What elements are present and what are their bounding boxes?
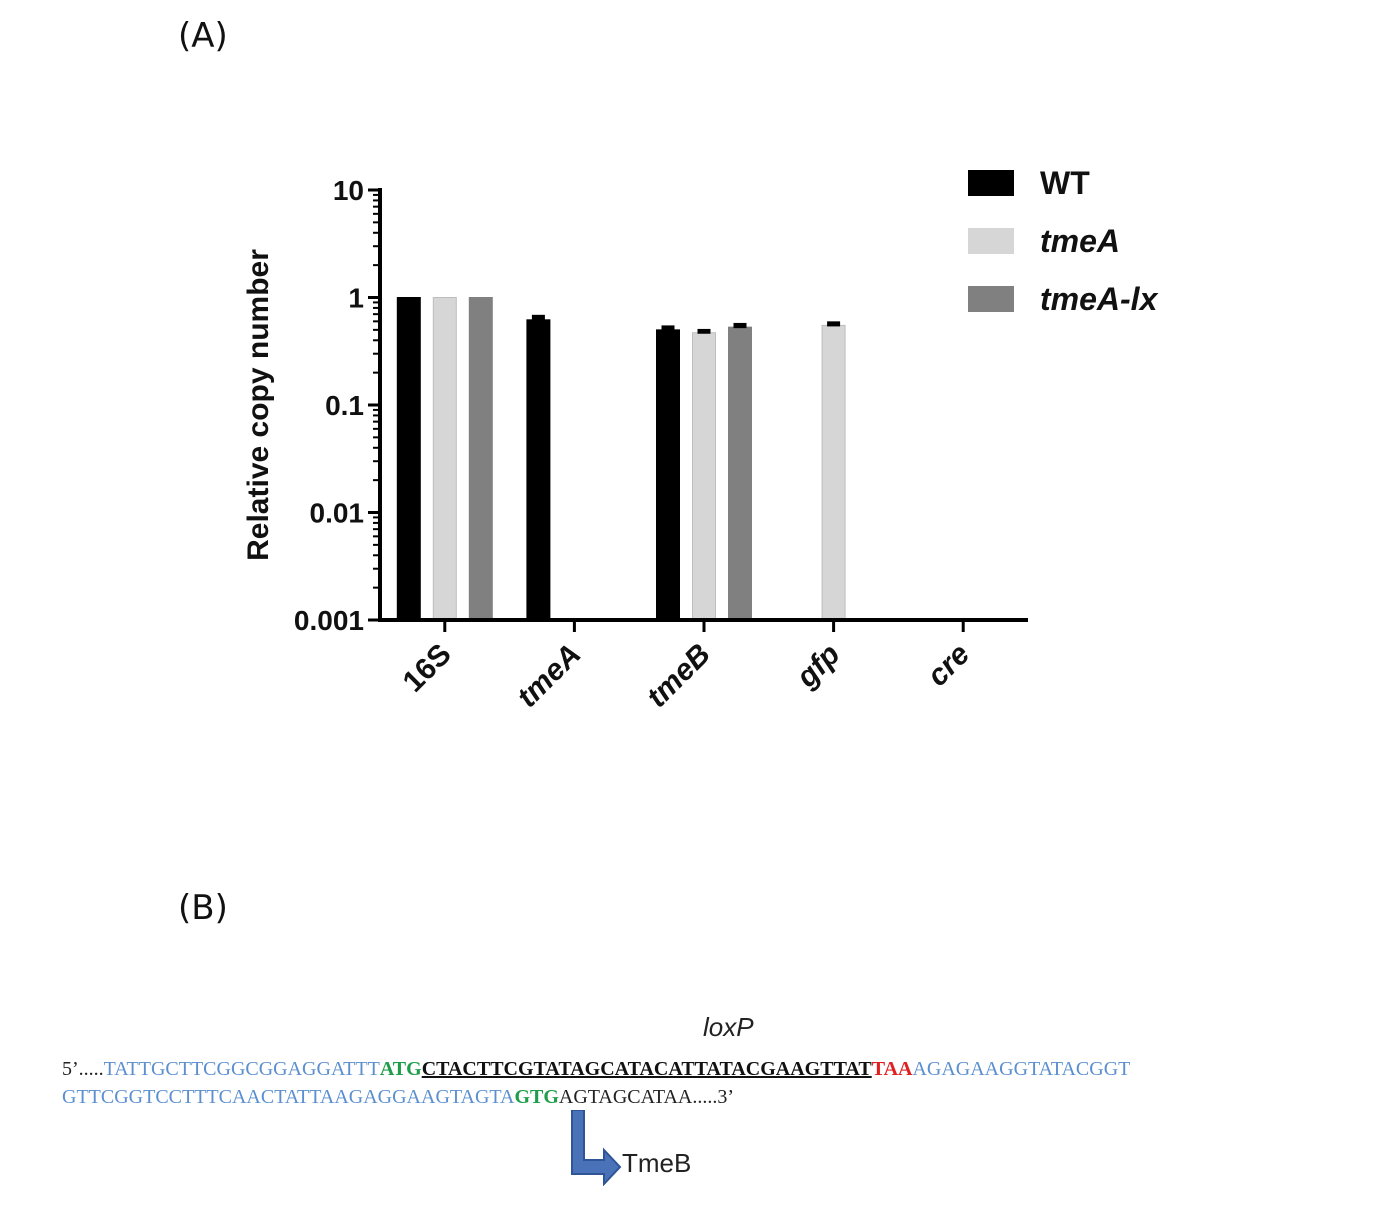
tmeb-start-arrow-icon xyxy=(571,1110,622,1186)
y-tick-label: 1 xyxy=(348,283,364,314)
y-tick-labels: 10 1 0.1 0.01 0.001 xyxy=(294,175,364,636)
x-tick-labels: 16S tmeA tmeB gfp cre xyxy=(397,638,976,714)
bar-tmea-gfp xyxy=(821,324,846,621)
y-tick-label: 0.1 xyxy=(325,390,364,421)
bar-wt-tmea xyxy=(526,319,551,621)
sequence-segment-loxp: CTACTTCGTATAGCATACATTATACGAAGTTAT xyxy=(421,1058,872,1080)
error-bar xyxy=(661,325,675,331)
legend-swatch xyxy=(968,170,1014,196)
sequence-segment-black: 5’..... xyxy=(62,1058,104,1080)
x-tick-label: cre xyxy=(921,638,976,693)
bar-tmea-tmeb xyxy=(692,332,716,621)
legend-swatch xyxy=(968,228,1014,254)
sequence-segment-black: AGTAGCATAA.....3’ xyxy=(558,1086,735,1108)
panel-b-label: (B) xyxy=(178,888,228,928)
axes-group xyxy=(368,188,1028,632)
sequence-line-2: GTTCGGTCCTTTCAACTATTAAGAGGAAGTAGTAGTGAGT… xyxy=(62,1086,734,1109)
legend-label: tmeA xyxy=(1040,223,1120,259)
y-axis-label: Relative copy number xyxy=(242,249,275,561)
error-bar xyxy=(827,321,841,327)
sequence-segment-blue: GTTCGGTCCTTTCAACTATTAAGAGGAAGTAGTA xyxy=(62,1086,515,1108)
error-bar xyxy=(531,314,545,321)
bar-tmea-lx-tmeb xyxy=(728,326,752,621)
x-tick-label: gfp xyxy=(790,638,847,695)
bar-wt-16s xyxy=(396,297,421,621)
x-tick-label: 16S xyxy=(397,638,458,699)
error-bar xyxy=(733,322,747,329)
sequence-segment-red: TAA xyxy=(871,1058,913,1080)
loxp-label: loxP xyxy=(703,1012,754,1042)
bar-chart: 10 1 0.1 0.01 0.001 16S tmeA tmeB gfp cre Relati… xyxy=(242,165,1159,714)
legend: WT tmeA tmeA-lx xyxy=(968,165,1159,317)
y-tick-label: 10 xyxy=(333,175,364,206)
panel-a-label: (A) xyxy=(178,16,228,56)
bar-tmea-16s xyxy=(432,297,457,621)
error-bar xyxy=(697,328,711,334)
x-tick-label: tmeB xyxy=(641,638,717,714)
y-tick-label: 0.001 xyxy=(294,605,364,636)
bar-wt-tmeb xyxy=(656,329,680,621)
legend-swatch xyxy=(968,286,1014,312)
x-tick-label: tmeA xyxy=(511,638,587,714)
sequence-segment-green: GTG xyxy=(514,1086,559,1108)
bars-group xyxy=(396,297,846,621)
legend-label: WT xyxy=(1040,165,1090,201)
sequence-segment-blue: TATTGCTTCGGCGGAGGATTT xyxy=(103,1058,380,1080)
bar-tmea-lx-16s xyxy=(468,297,493,621)
legend-label: tmeA-lx xyxy=(1040,281,1159,317)
y-tick-label: 0.01 xyxy=(310,498,365,529)
tmeb-label: TmeB xyxy=(622,1148,692,1178)
sequence-segment-blue: AGAGAAGGTATACGGT xyxy=(912,1058,1131,1080)
sequence-segment-green: ATG xyxy=(379,1058,422,1080)
sequence-line-1: 5’.....TATTGCTTCGGCGGAGGATTTATGCTACTTCGT… xyxy=(62,1058,1130,1081)
